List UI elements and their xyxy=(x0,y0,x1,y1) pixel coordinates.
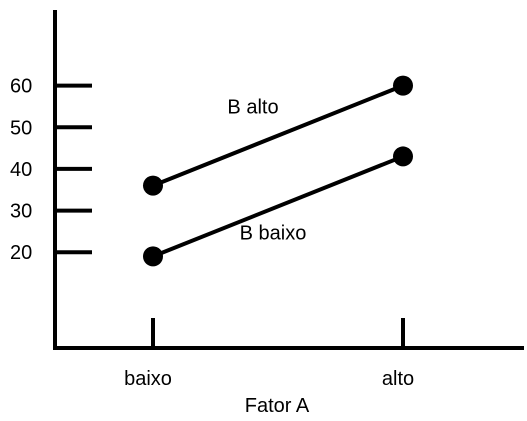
series-1: B baixo xyxy=(143,146,413,267)
data-point xyxy=(143,246,163,267)
y-tick-label: 30 xyxy=(10,201,32,223)
y-ticks: 20 30 40 50 60 xyxy=(10,76,92,264)
series-line xyxy=(152,83,404,188)
series-label: B alto xyxy=(227,97,278,119)
series-label: B baixo xyxy=(240,222,307,244)
y-tick-label: 20 xyxy=(10,242,32,264)
series-layer: B alto B baixo xyxy=(143,75,413,267)
x-ticks: baixo alto xyxy=(124,318,414,390)
x-tick-label: alto xyxy=(382,368,414,390)
x-axis-label: Fator A xyxy=(245,395,310,416)
y-tick-label: 60 xyxy=(10,76,32,98)
data-point xyxy=(143,175,163,196)
data-point xyxy=(393,146,413,167)
x-tick-label: baixo xyxy=(124,368,172,390)
data-point xyxy=(393,75,413,96)
series-line xyxy=(152,154,404,259)
series-0: B alto xyxy=(143,75,413,196)
y-tick-label: 50 xyxy=(10,117,32,139)
y-tick-label: 40 xyxy=(10,159,32,181)
